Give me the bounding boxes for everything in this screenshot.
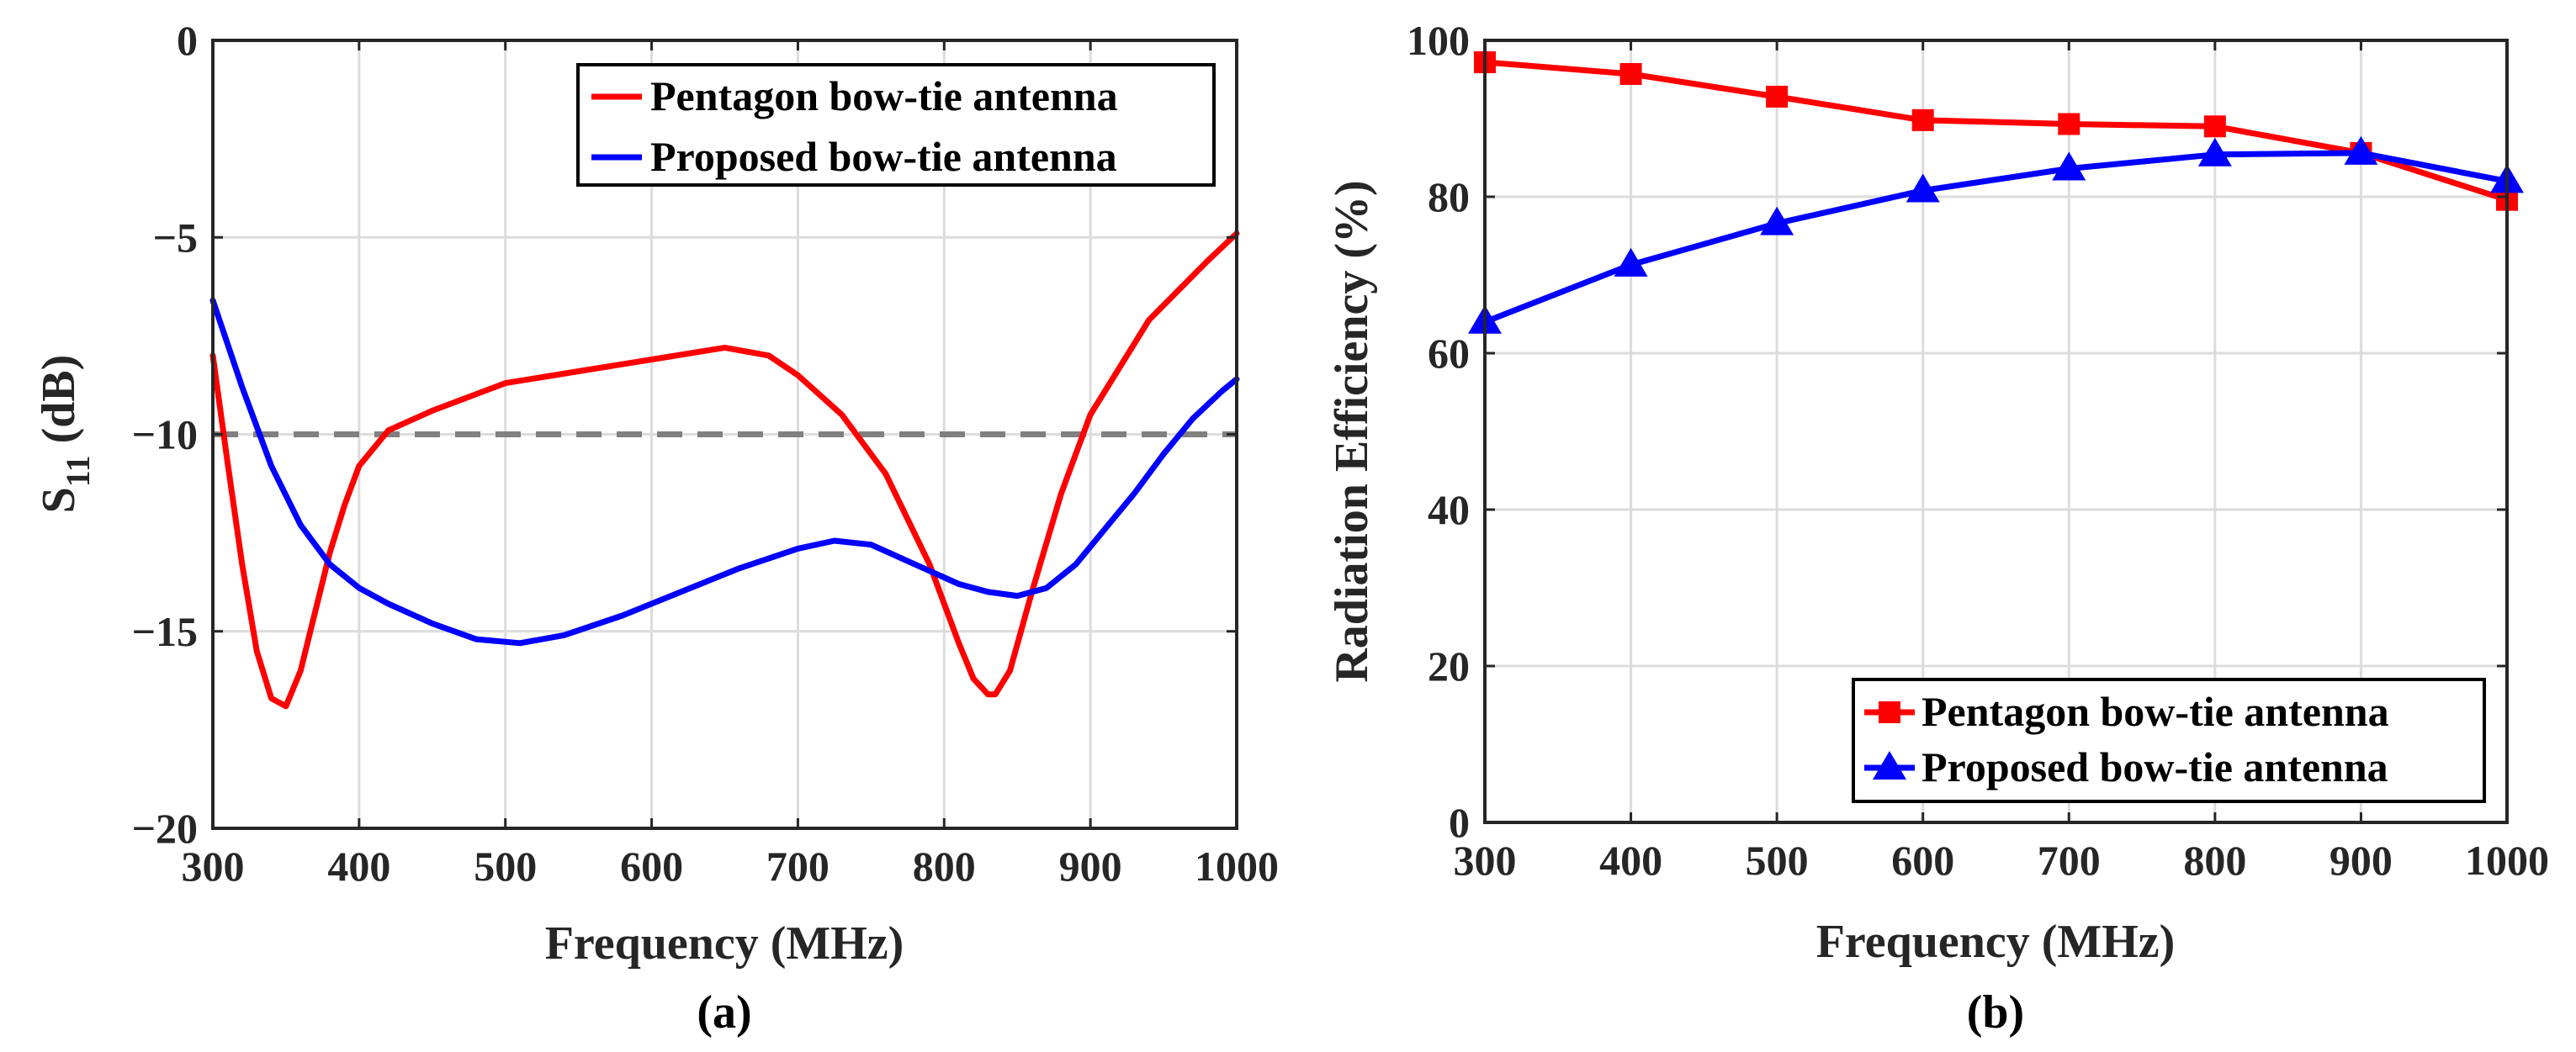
x-tick-label: 900 (2330, 837, 2393, 884)
x-tick-label: 900 (1059, 843, 1122, 890)
marker-proposed (2052, 151, 2086, 181)
y-tick-label: −5 (153, 214, 199, 261)
marker-pentagon (1766, 85, 1789, 108)
x-tick-label: 400 (1599, 837, 1662, 884)
y-tick-label: 20 (1428, 642, 1470, 690)
legend-label-proposed-b: Proposed bow-tie antenna (1921, 743, 2388, 790)
marker-proposed (1614, 247, 1648, 277)
x-tick-label: 800 (2183, 837, 2246, 884)
y-axis-label-a-subscript: 11 (59, 455, 97, 487)
y-tick-label: 80 (1428, 173, 1470, 220)
plot-frame-b (1483, 39, 2509, 824)
x-axis-label-b: Frequency (MHz) (1816, 916, 2176, 968)
legend-marker-pentagon-b (1879, 701, 1900, 723)
x-tick-label: 500 (474, 843, 537, 890)
marker-proposed (2197, 137, 2232, 167)
y-tick-label: −15 (132, 608, 199, 655)
legend-label-pentagon-b: Pentagon bow-tie antenna (1921, 688, 2389, 735)
y-axis-label-b: Radiation Efficiency (%) (1326, 180, 1378, 682)
y-tick-label: −10 (132, 411, 199, 458)
x-tick-label: 500 (1746, 837, 1809, 884)
legend-a: Pentagon bow-tie antenna Proposed bow-ti… (576, 63, 1216, 187)
y-tick-label: 40 (1428, 486, 1470, 533)
tick-labels-b: 300 400 500 600 700 800 900 1000 0 20 40 60 80 100 (1407, 17, 2549, 884)
marker-pentagon (1619, 62, 1642, 85)
legend-b: Pentagon bow-tie antenna Proposed bow-ti… (1852, 678, 2486, 803)
x-tick-label: 300 (1454, 837, 1517, 884)
y-axis-label-a-main: S (33, 487, 85, 513)
x-tick-label: 700 (2038, 837, 2101, 884)
chart-panel-a: 300 400 500 600 700 800 900 1000 0 −5 −10 −15 −20 Fr… (33, 17, 1279, 1039)
series-line-pentagon (1481, 59, 2510, 204)
y-tick-label: 60 (1428, 330, 1470, 377)
legend-box-b (1852, 678, 2486, 803)
marker-proposed (1905, 173, 1940, 203)
series-line-proposed (1481, 150, 2510, 325)
legend-box-a (576, 63, 1216, 187)
chart-panel-b: 300 400 500 600 700 800 900 1000 0 20 40 60 80 100 Fr… (1326, 17, 2549, 1039)
series-lines-a (209, 230, 1240, 710)
x-tick-label: 600 (620, 843, 683, 890)
x-tick-label: 300 (182, 843, 245, 890)
series-lines-b (1468, 51, 2524, 334)
panel-label-b: (b) (1967, 986, 2024, 1039)
marker-pentagon (2058, 113, 2080, 135)
y-tick-label: −20 (132, 805, 199, 852)
marker-pentagon (2203, 115, 2226, 138)
x-tick-label: 600 (1891, 837, 1954, 884)
y-tick-label: 100 (1407, 17, 1470, 64)
legend-label-pentagon-a: Pentagon bow-tie antenna (650, 72, 1118, 119)
x-tick-label: 700 (766, 843, 830, 890)
x-tick-label: 800 (913, 843, 976, 890)
y-axis-label-a-unit: (dB) (33, 355, 85, 456)
series-line-proposed (209, 297, 1240, 647)
x-tick-label: 400 (327, 843, 390, 890)
panel-label-a: (a) (697, 986, 751, 1039)
y-tick-label: 0 (177, 17, 198, 64)
legend-marker-proposed-b (1873, 751, 1906, 780)
tick-labels-a: 300 400 500 600 700 800 900 1000 0 −5 −10 −15 −20 (132, 17, 1280, 890)
marker-proposed (2344, 135, 2378, 165)
x-tick-label: 1000 (1195, 843, 1279, 890)
y-axis-label-a: S11 (dB) (33, 355, 97, 514)
x-tick-label: 1000 (2465, 837, 2549, 884)
series-line-pentagon (209, 230, 1240, 710)
legend-label-proposed-a: Proposed bow-tie antenna (650, 133, 1117, 180)
marker-proposed (1760, 206, 1794, 235)
marker-pentagon (1911, 108, 1934, 131)
y-tick-label: 0 (1449, 799, 1470, 846)
x-axis-label-a: Frequency (MHz) (545, 917, 904, 970)
